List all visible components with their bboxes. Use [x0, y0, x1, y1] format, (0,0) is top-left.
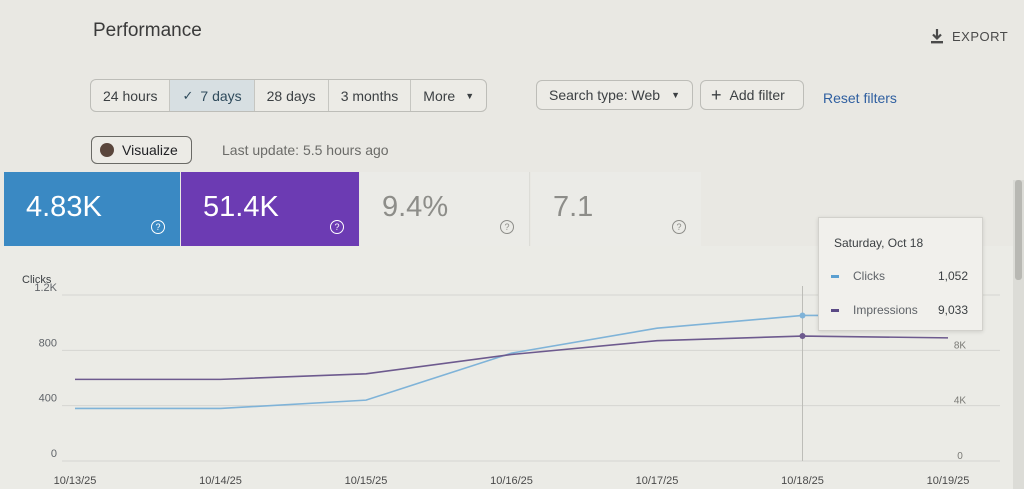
range-label: 3 months	[340, 87, 399, 104]
series-swatch	[831, 274, 839, 278]
tooltip-series-value: 1,052	[937, 269, 968, 283]
y-tick-label: 0	[51, 448, 57, 460]
range-label: 28 days	[266, 87, 316, 104]
tooltip-series-name: Impressions	[853, 303, 918, 317]
export-button[interactable]: EXPORT	[930, 28, 1008, 44]
series-point-impressions	[799, 333, 806, 340]
range-label: More	[423, 87, 456, 104]
tooltip-series-value: 9,033	[937, 303, 968, 317]
range-7-days[interactable]: ✓ 7 days	[170, 80, 255, 111]
page-title: Performance	[93, 20, 202, 41]
x-tick-label: 10/18/25	[781, 475, 824, 487]
add-filter-button[interactable]: + Add filter	[700, 80, 804, 110]
tooltip-row-impressions: Impressions 9,033	[831, 303, 968, 317]
plus-icon: +	[711, 85, 722, 105]
export-label: EXPORT	[952, 28, 1009, 44]
reset-filters-link[interactable]: Reset filters	[823, 90, 897, 106]
metric-value: 7.1	[553, 191, 594, 223]
y2-tick-label: 0	[957, 451, 963, 462]
chart-svg: Clicks 0 400 800 1.2K 0 4K 8K 10/13/25 10/14/25 10…	[22, 274, 1000, 487]
help-icon[interactable]: ?	[151, 220, 165, 234]
metric-card-clicks[interactable]: 4.83K ?	[4, 172, 180, 246]
series-swatch	[831, 308, 839, 312]
range-3-months[interactable]: 3 months	[329, 80, 412, 111]
date-range-selector: 24 hours ✓ 7 days 28 days 3 months More ▼	[90, 79, 488, 112]
check-icon: ✓	[182, 87, 194, 103]
metric-value: 4.83K	[26, 191, 102, 223]
metric-card-position[interactable]: 7.1 ?	[531, 172, 701, 246]
last-update-text: Last update: 5.5 hours ago	[222, 142, 389, 158]
y2-tick-label: 8K	[954, 340, 967, 351]
range-label: 7 days	[200, 87, 242, 104]
search-type-label: Search type: Web	[549, 87, 661, 103]
chart-tooltip: Saturday, Oct 18 Clicks 1,052 Impression…	[818, 217, 983, 331]
metric-value: 51.4K	[203, 191, 279, 223]
metric-card-impressions[interactable]: 51.4K ?	[181, 172, 359, 246]
download-icon	[931, 29, 943, 44]
search-type-select[interactable]: Search type: Web ▼	[536, 80, 693, 110]
x-tick-label: 10/14/25	[199, 475, 242, 487]
range-label: 24 hours	[103, 87, 158, 104]
tooltip-series-name: Clicks	[853, 269, 885, 283]
scrollbar-thumb[interactable]	[1015, 180, 1022, 280]
y-axis-title: Clicks	[22, 274, 52, 286]
tooltip-row-clicks: Clicks 1,052	[831, 269, 968, 283]
visualize-label: Visualize	[122, 142, 178, 158]
x-tick-label: 10/15/25	[345, 475, 388, 487]
y-tick-label: 1.2K	[34, 282, 57, 294]
series-point-clicks	[799, 312, 806, 319]
help-icon[interactable]: ?	[672, 220, 686, 234]
scrollbar[interactable]	[1013, 180, 1024, 489]
y-tick-label: 800	[39, 337, 57, 349]
x-tick-label: 10/13/25	[54, 475, 97, 487]
range-24-hours[interactable]: 24 hours	[91, 80, 171, 111]
y-tick-label: 400	[39, 393, 57, 405]
x-tick-label: 10/16/25	[490, 475, 533, 487]
x-tick-label: 10/17/25	[636, 475, 679, 487]
metric-value: 9.4%	[382, 191, 449, 223]
help-icon[interactable]: ?	[500, 220, 514, 234]
visualize-icon	[100, 143, 114, 157]
caret-down-icon: ▼	[671, 90, 680, 100]
range-more[interactable]: More ▼	[411, 80, 486, 111]
help-icon[interactable]: ?	[330, 220, 344, 234]
series-line-impressions	[75, 335, 949, 381]
range-28-days[interactable]: 28 days	[255, 80, 329, 111]
caret-down-icon: ▼	[465, 90, 475, 101]
x-tick-label: 10/19/25	[927, 475, 970, 487]
tooltip-date: Saturday, Oct 18	[834, 236, 924, 250]
y2-tick-label: 4K	[954, 396, 967, 407]
metric-card-ctr[interactable]: 9.4% ?	[360, 172, 530, 246]
add-filter-label: Add filter	[729, 87, 785, 103]
visualize-button[interactable]: Visualize	[91, 136, 192, 164]
